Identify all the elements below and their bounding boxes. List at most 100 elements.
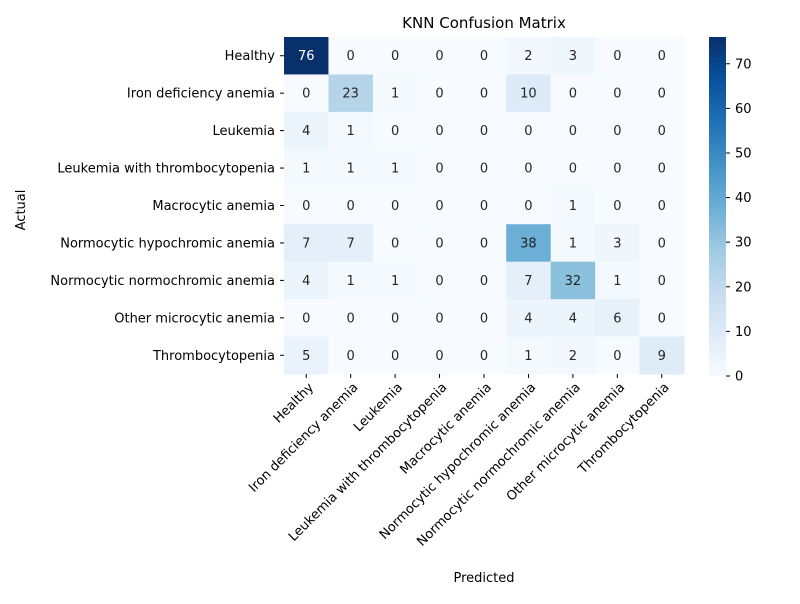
heatmap-cell — [328, 299, 374, 338]
cell-value-label: 32 — [565, 274, 582, 289]
heatmap-cell — [417, 224, 463, 263]
heatmap-cell — [550, 224, 596, 263]
heatmap-cell — [372, 186, 418, 225]
heatmap-cell — [595, 149, 641, 188]
colorbar-gradient — [709, 37, 726, 376]
cell-value-label: 7 — [302, 236, 310, 251]
heatmap-cell — [506, 336, 552, 375]
cell-value-label: 1 — [347, 274, 355, 289]
cell-value-label: 76 — [298, 49, 315, 64]
cell-value-label: 0 — [658, 124, 666, 139]
colorbar-tick-label: 10 — [735, 325, 752, 340]
cell-value-label: 1 — [569, 236, 577, 251]
heatmap-cell — [639, 149, 685, 188]
cell-value-label: 0 — [302, 311, 310, 326]
cell-value-label: 0 — [658, 87, 666, 102]
heatmap-cell — [417, 111, 463, 150]
heatmap-cell — [506, 111, 552, 150]
heatmap-cell — [417, 186, 463, 225]
cell-value-label: 0 — [347, 49, 355, 64]
heatmap-cell — [284, 74, 329, 113]
heatmap-cell — [595, 224, 641, 263]
heatmap-cell — [461, 261, 507, 300]
heatmap-cell — [550, 336, 596, 375]
heatmap-cell — [461, 74, 507, 113]
heatmap-cell — [506, 186, 552, 225]
heatmap-cell — [461, 336, 507, 375]
heatmap-cell — [372, 74, 418, 113]
x-tick-label: Leukemia with thrombocytopenia — [286, 380, 450, 544]
heatmap-cell — [328, 111, 374, 150]
heatmap-cell — [328, 37, 374, 75]
cell-value-label: 1 — [613, 274, 621, 289]
cell-value-label: 0 — [347, 311, 355, 326]
y-axis-ticks: Healthy Iron deficiency anemia Leukemia Leu… — [50, 49, 284, 364]
cell-value-label: 7 — [347, 236, 355, 251]
cell-value-label: 0 — [658, 162, 666, 177]
heatmap-cell-labels: 76 0 0 0 0 2 3 0 00 23 1 0 0 10 0 0 04 1 0 0 0 0 0 0 01 1 1 0 0 0 0 0 00… — [298, 49, 666, 364]
cell-value-label: 0 — [435, 274, 443, 289]
heatmap-cell — [639, 111, 685, 150]
cell-value-label: 0 — [347, 199, 355, 214]
cell-value-label: 0 — [658, 49, 666, 64]
cell-value-label: 3 — [569, 49, 577, 64]
heatmap-cell — [550, 186, 596, 225]
heatmap-cell — [639, 261, 685, 300]
cell-value-label: 1 — [524, 349, 532, 364]
cell-value-label: 1 — [302, 162, 310, 177]
heatmap-cell — [372, 299, 418, 338]
heatmap-cell — [417, 74, 463, 113]
heatmap-cells — [284, 37, 685, 375]
cell-value-label: 0 — [435, 199, 443, 214]
cell-value-label: 0 — [480, 311, 488, 326]
heatmap-cell — [372, 111, 418, 150]
cell-value-label: 0 — [524, 162, 532, 177]
y-tick-label: Normocytic hypochromic anemia — [60, 236, 275, 251]
cell-value-label: 0 — [480, 49, 488, 64]
cell-value-label: 1 — [347, 162, 355, 177]
heatmap-cell — [595, 74, 641, 113]
heatmap-cell — [639, 74, 685, 113]
cell-value-label: 0 — [391, 349, 399, 364]
heatmap-cell — [595, 299, 641, 338]
cell-value-label: 5 — [302, 349, 310, 364]
y-tick-label: Normocytic normochromic anemia — [50, 274, 275, 289]
heatmap-cell — [328, 74, 374, 113]
heatmap-cell — [639, 186, 685, 225]
cell-value-label: 1 — [347, 124, 355, 139]
cell-value-label: 0 — [480, 87, 488, 102]
heatmap-cell — [417, 37, 463, 75]
heatmap-cell — [595, 37, 641, 75]
heatmap-cell — [595, 186, 641, 225]
heatmap-cell — [595, 336, 641, 375]
cell-value-label: 0 — [613, 87, 621, 102]
y-tick-label: Leukemia with thrombocytopenia — [57, 162, 275, 177]
cell-value-label: 0 — [613, 124, 621, 139]
heatmap-cell — [550, 111, 596, 150]
colorbar-tick-label: 50 — [735, 146, 752, 161]
heatmap-cell — [639, 299, 685, 338]
heatmap-cell — [372, 149, 418, 188]
cell-value-label: 0 — [435, 162, 443, 177]
y-tick-label: Thrombocytopenia — [152, 349, 275, 364]
cell-value-label: 4 — [524, 311, 532, 326]
cell-value-label: 0 — [391, 311, 399, 326]
cell-value-label: 23 — [342, 87, 359, 102]
cell-value-label: 0 — [480, 199, 488, 214]
heatmap-cell — [284, 224, 329, 263]
heatmap-cell — [506, 74, 552, 113]
cell-value-label: 4 — [569, 311, 577, 326]
heatmap-cell — [284, 261, 329, 300]
cell-value-label: 0 — [391, 199, 399, 214]
x-tick-label: Normocytic normochromic anemia — [414, 380, 583, 549]
cell-value-label: 4 — [302, 274, 310, 289]
heatmap-cell — [461, 37, 507, 75]
heatmap-cell — [284, 111, 329, 150]
cell-value-label: 0 — [613, 349, 621, 364]
heatmap-cell — [284, 299, 329, 338]
cell-value-label: 0 — [658, 199, 666, 214]
y-tick-label: Macrocytic anemia — [152, 199, 275, 214]
